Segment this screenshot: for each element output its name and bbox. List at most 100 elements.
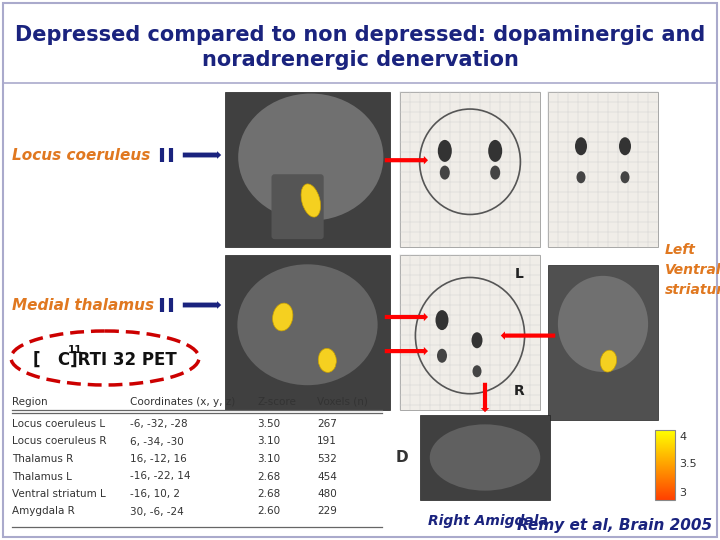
- Text: 191: 191: [317, 436, 337, 447]
- Text: 532: 532: [317, 454, 337, 464]
- Bar: [655, 464, 675, 465]
- Text: 229: 229: [317, 507, 337, 516]
- Bar: [655, 491, 675, 492]
- Ellipse shape: [575, 137, 587, 156]
- Bar: [655, 493, 675, 494]
- Bar: [655, 434, 675, 435]
- Text: Coordinates (x, y, z): Coordinates (x, y, z): [130, 397, 235, 407]
- Text: -16, -22, 14: -16, -22, 14: [130, 471, 191, 482]
- Ellipse shape: [490, 166, 500, 180]
- Text: 2.68: 2.68: [257, 489, 280, 499]
- Ellipse shape: [621, 171, 629, 183]
- Text: D: D: [396, 450, 408, 465]
- Bar: [655, 442, 675, 443]
- Text: Locus coeruleus: Locus coeruleus: [12, 147, 150, 163]
- Bar: [655, 430, 675, 500]
- Text: Remy et al, Brain 2005: Remy et al, Brain 2005: [517, 518, 712, 533]
- Bar: [400, 92, 540, 247]
- Ellipse shape: [430, 424, 540, 491]
- Bar: [655, 461, 675, 462]
- Ellipse shape: [472, 332, 482, 348]
- Text: 30, -6, -24: 30, -6, -24: [130, 507, 184, 516]
- Bar: [655, 483, 675, 484]
- Bar: [655, 471, 675, 472]
- Bar: [655, 489, 675, 490]
- Bar: [655, 480, 675, 481]
- Text: Thalamus L: Thalamus L: [12, 471, 72, 482]
- Bar: [655, 445, 675, 446]
- Bar: [655, 440, 675, 441]
- Bar: [655, 476, 675, 477]
- Bar: [655, 475, 675, 476]
- Bar: [655, 469, 675, 470]
- Bar: [655, 452, 675, 453]
- Text: Z-score: Z-score: [257, 397, 296, 407]
- Bar: [655, 441, 675, 442]
- Text: Region: Region: [12, 397, 48, 407]
- Bar: [655, 487, 675, 488]
- Text: 2.60: 2.60: [257, 507, 280, 516]
- Text: 3.10: 3.10: [257, 436, 280, 447]
- Bar: [655, 443, 675, 444]
- Bar: [655, 468, 675, 469]
- Ellipse shape: [273, 303, 293, 331]
- Bar: [420, 415, 550, 500]
- Ellipse shape: [488, 140, 503, 162]
- Ellipse shape: [472, 365, 482, 377]
- Ellipse shape: [238, 93, 384, 221]
- Bar: [655, 439, 675, 440]
- Text: 6, -34, -30: 6, -34, -30: [130, 436, 184, 447]
- Bar: [655, 458, 675, 460]
- Text: 3.5: 3.5: [679, 458, 697, 469]
- Bar: [655, 465, 675, 467]
- Bar: [655, 457, 675, 458]
- Bar: [655, 477, 675, 478]
- Text: Amygdala R: Amygdala R: [12, 507, 75, 516]
- Bar: [655, 484, 675, 485]
- Bar: [655, 449, 675, 450]
- Bar: [655, 433, 675, 434]
- Bar: [655, 467, 675, 468]
- Bar: [655, 453, 675, 454]
- Text: Locus coeruleus R: Locus coeruleus R: [12, 436, 107, 447]
- Text: 3: 3: [679, 488, 686, 498]
- Text: 4: 4: [679, 432, 686, 442]
- Bar: [655, 456, 675, 457]
- Bar: [655, 486, 675, 487]
- Bar: [655, 455, 675, 456]
- Bar: [655, 446, 675, 447]
- Text: Thalamus R: Thalamus R: [12, 454, 73, 464]
- Bar: [655, 479, 675, 480]
- Bar: [655, 431, 675, 433]
- Bar: [655, 462, 675, 463]
- Bar: [655, 430, 675, 431]
- Text: 480: 480: [317, 489, 337, 499]
- FancyBboxPatch shape: [271, 174, 324, 239]
- Text: 16, -12, 16: 16, -12, 16: [130, 454, 186, 464]
- Bar: [655, 472, 675, 473]
- Bar: [655, 490, 675, 491]
- Ellipse shape: [440, 166, 450, 180]
- Ellipse shape: [318, 348, 336, 373]
- Bar: [655, 485, 675, 487]
- Text: Locus coeruleus L: Locus coeruleus L: [12, 419, 105, 429]
- Text: Ventral striatum L: Ventral striatum L: [12, 489, 106, 499]
- Ellipse shape: [558, 276, 648, 372]
- Bar: [655, 499, 675, 500]
- Bar: [655, 492, 675, 494]
- Bar: [655, 498, 675, 500]
- Text: 3.10: 3.10: [257, 454, 280, 464]
- Bar: [655, 497, 675, 498]
- Bar: [655, 495, 675, 496]
- Text: 3.50: 3.50: [257, 419, 280, 429]
- Bar: [655, 481, 675, 482]
- Bar: [400, 255, 540, 410]
- Bar: [655, 496, 675, 497]
- Bar: [225, 92, 390, 247]
- Bar: [655, 473, 675, 474]
- Ellipse shape: [577, 171, 585, 183]
- Bar: [655, 474, 675, 475]
- Bar: [655, 482, 675, 483]
- Bar: [655, 470, 675, 471]
- Text: noradrenergic denervation: noradrenergic denervation: [202, 50, 518, 70]
